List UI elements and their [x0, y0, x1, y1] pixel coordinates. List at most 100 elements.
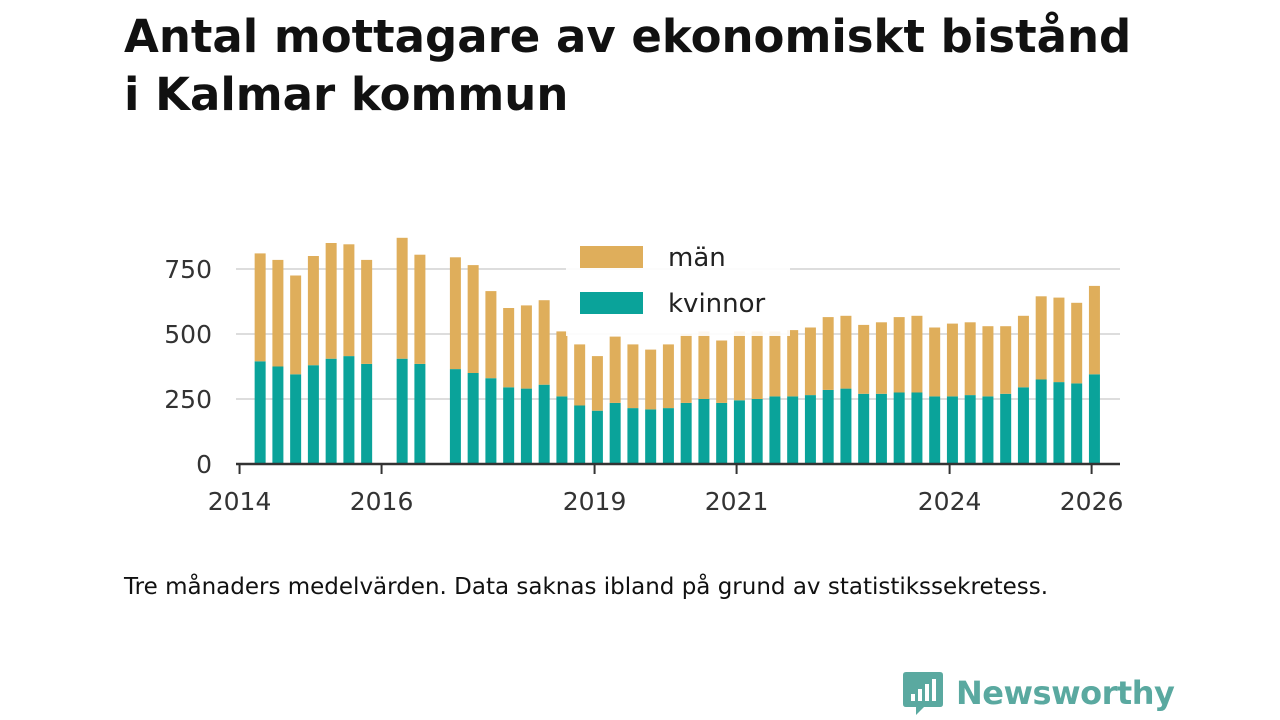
brand-logo: Newsworthy — [902, 670, 1175, 716]
bar-kvinnor — [787, 396, 799, 464]
bar-man — [1035, 296, 1047, 380]
bar-man — [325, 243, 337, 359]
bar-man — [574, 344, 586, 406]
bar-kvinnor — [964, 395, 976, 464]
brand-name: Newsworthy — [956, 674, 1175, 712]
bar-kvinnor — [645, 409, 657, 464]
bar-man — [609, 336, 621, 403]
y-tick-label: 0 — [196, 450, 212, 479]
bar-kvinnor — [769, 396, 781, 464]
x-tick-label: 2021 — [705, 487, 769, 516]
bar-chart-speech-bubble-icon — [903, 672, 943, 715]
bar-man — [556, 331, 568, 397]
bar-man — [520, 305, 532, 389]
bar-kvinnor — [449, 369, 461, 464]
bar-man — [751, 331, 763, 399]
bar-man — [929, 327, 941, 397]
bar-kvinnor — [325, 358, 337, 464]
bar-man — [485, 291, 497, 379]
bar-kvinnor — [1088, 374, 1100, 464]
bar-kvinnor — [556, 396, 568, 464]
bar-kvinnor — [1000, 393, 1012, 464]
bar-man — [307, 256, 319, 366]
bar-man — [964, 322, 976, 396]
bar-man — [893, 317, 905, 393]
bar-man — [467, 265, 479, 373]
bar-kvinnor — [627, 408, 639, 464]
bar-kvinnor — [574, 405, 586, 464]
bar-man — [804, 327, 816, 396]
bar-kvinnor — [716, 402, 728, 464]
bar-man — [254, 253, 266, 362]
bar-man — [840, 315, 852, 389]
bar-man — [591, 356, 603, 411]
legend-swatch — [580, 246, 643, 268]
bar-kvinnor — [254, 361, 266, 464]
bar-man — [858, 324, 870, 394]
bar-kvinnor — [485, 378, 497, 464]
bar-kvinnor — [503, 387, 515, 464]
chart: 0 250 500 750 2014 2016 2019 2021 2024 2026 män kvi… — [164, 236, 1123, 516]
legend-label: kvinnor — [668, 289, 766, 319]
bar-kvinnor — [290, 374, 302, 464]
bar-man — [503, 308, 515, 388]
bar-kvinnor — [982, 396, 994, 464]
bar-kvinnor — [733, 400, 745, 464]
x-tick-label: 2014 — [208, 487, 272, 516]
bar-man — [1000, 326, 1012, 394]
bar-kvinnor — [520, 388, 532, 464]
bar-kvinnor — [698, 399, 710, 464]
chart-caption: Tre månaders medelvärden. Data saknas ib… — [124, 574, 1049, 600]
bar-man — [769, 331, 781, 397]
y-tick-label: 250 — [164, 385, 212, 414]
bar-kvinnor — [414, 363, 426, 464]
bar-kvinnor — [751, 399, 763, 464]
bar-kvinnor — [1017, 387, 1029, 464]
y-tick-label: 750 — [164, 255, 212, 284]
bar-man — [1017, 315, 1029, 388]
bar-man — [787, 330, 799, 397]
bar-kvinnor — [804, 395, 816, 464]
x-tick-label: 2019 — [563, 487, 627, 516]
bar-man — [1053, 297, 1065, 383]
bar-man — [361, 259, 373, 364]
bar-man — [822, 317, 834, 390]
legend-label: män — [668, 243, 726, 273]
bar-man — [733, 331, 745, 401]
bar-kvinnor — [662, 408, 674, 464]
bar-man — [538, 300, 550, 385]
x-tick-label: 2016 — [350, 487, 414, 516]
bar-kvinnor — [467, 373, 479, 464]
bar-kvinnor — [822, 389, 834, 464]
bar-man — [627, 344, 639, 409]
bar-kvinnor — [911, 392, 923, 464]
chart-title: Antal mottagare av ekonomiskt bistånd i … — [124, 8, 1224, 124]
bar-man — [272, 259, 284, 367]
legend-swatch — [580, 292, 643, 314]
bar-kvinnor — [858, 393, 870, 464]
bar-kvinnor — [591, 410, 603, 464]
bar-man — [1088, 285, 1100, 375]
bar-man — [396, 237, 408, 359]
bar-kvinnor — [361, 363, 373, 464]
bar-man — [343, 244, 355, 357]
bar-man — [662, 344, 674, 409]
bar-kvinnor — [840, 388, 852, 464]
bar-kvinnor — [929, 396, 941, 464]
chart-title-line-1: Antal mottagare av ekonomiskt bistånd — [124, 10, 1132, 63]
bar-man — [645, 349, 657, 410]
bar-man — [414, 254, 426, 364]
bar-kvinnor — [272, 366, 284, 464]
bar-man — [698, 331, 710, 399]
bar-man — [680, 334, 692, 403]
bar-man — [982, 326, 994, 397]
bar-man — [290, 275, 302, 375]
bar-kvinnor — [680, 402, 692, 464]
bar-man — [946, 323, 958, 397]
bar-kvinnor — [946, 396, 958, 464]
bar-kvinnor — [1035, 379, 1047, 464]
bar-kvinnor — [609, 402, 621, 464]
x-tick-label: 2024 — [918, 487, 982, 516]
bar-kvinnor — [396, 358, 408, 464]
bar-man — [911, 315, 923, 393]
